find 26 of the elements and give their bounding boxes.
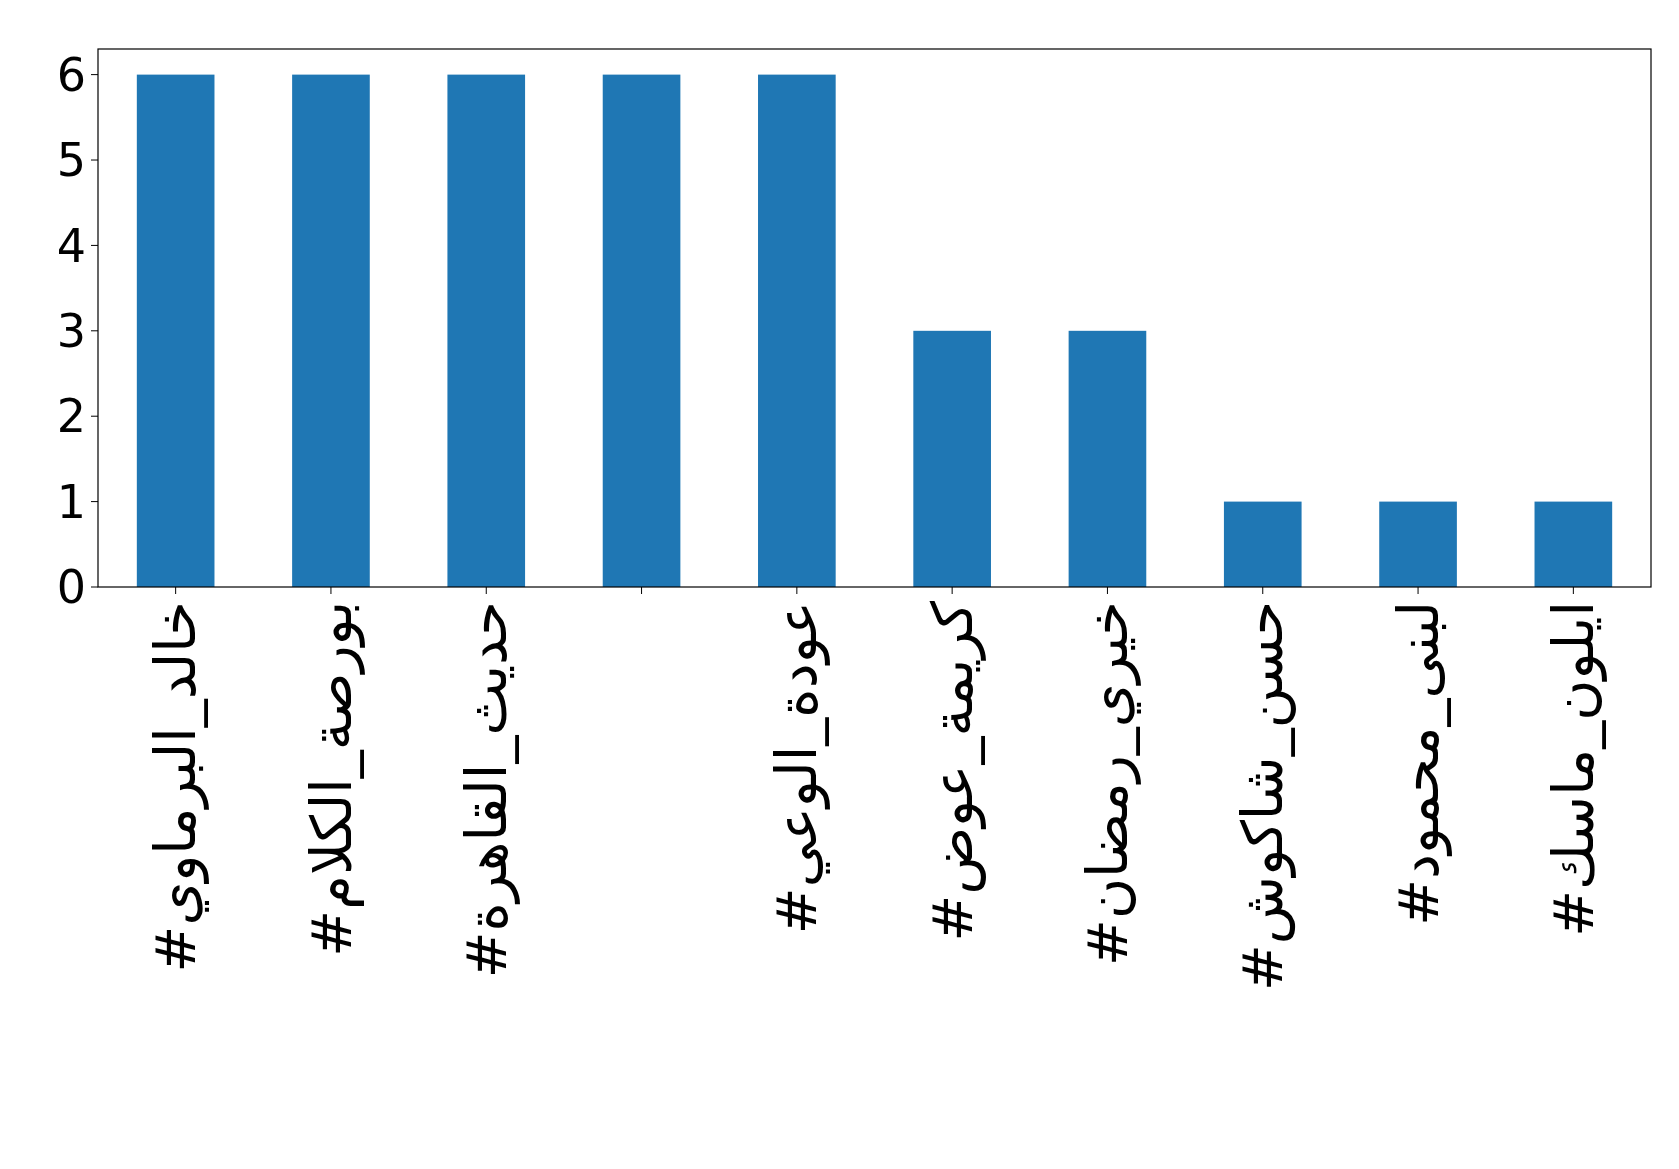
bar [758, 74, 836, 587]
y-tick-label: 3 [56, 303, 86, 358]
bar [292, 74, 370, 587]
y-tick-label: 2 [56, 389, 86, 444]
bar [602, 74, 681, 587]
x-tick-label: #حسن_شاكوش [1230, 601, 1297, 992]
y-tick-label: 6 [56, 47, 86, 102]
bar [1379, 501, 1457, 587]
bar [1534, 501, 1613, 587]
bar [1068, 330, 1147, 587]
bar [913, 330, 991, 587]
bar [136, 74, 215, 587]
x-tick-label: #لبنى_محمود [1385, 601, 1452, 926]
y-tick-label: 4 [56, 218, 86, 273]
y-tick-label: 0 [56, 560, 86, 615]
bar [1223, 501, 1302, 587]
x-tick-label: #ايلون_ماسك [1540, 601, 1607, 937]
bar [447, 74, 526, 587]
x-tick-label: #بورصة_الكلام [298, 601, 365, 957]
x-tick-label: #خيري_رمضان [1075, 601, 1142, 966]
x-tick-label: #عودة_الوعي [764, 601, 831, 935]
y-tick-label: 5 [56, 133, 86, 188]
x-tick-label: #كريمة_عوض [919, 600, 986, 942]
y-tick-label: 1 [56, 474, 86, 529]
x-tick-label: #حديث_القاهرة [453, 601, 520, 979]
x-tick-label: #خالد_البرماوي [143, 601, 210, 973]
